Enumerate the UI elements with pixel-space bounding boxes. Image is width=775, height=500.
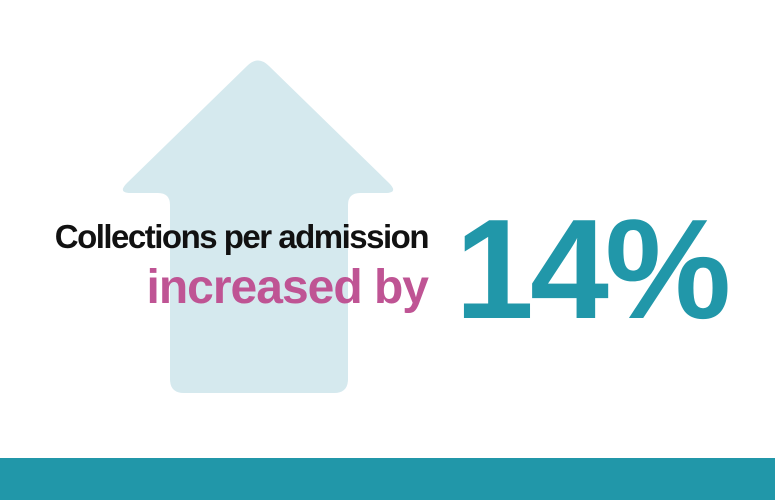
headline: Collections per admission increased by (54, 218, 430, 315)
stat-value: 14% (455, 190, 731, 349)
headline-line2: increased by (146, 261, 429, 314)
footer-bar (0, 458, 775, 500)
headline-line1: Collections per admission (54, 218, 430, 255)
